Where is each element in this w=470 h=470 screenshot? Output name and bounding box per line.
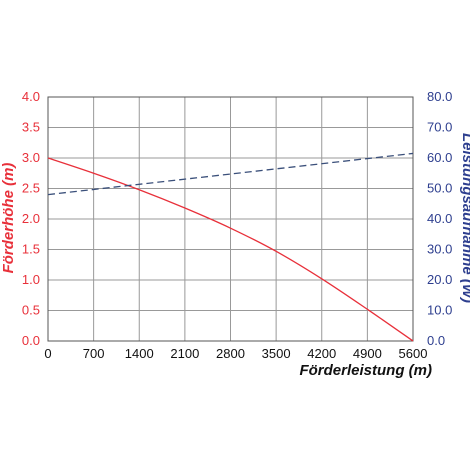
x-tick-label: 4900 bbox=[353, 346, 382, 361]
y-right-axis-title: Leistungsaufnahme (W) bbox=[459, 133, 470, 303]
y-right-tick-labels: 0.0 10.0 20.0 30.0 40.0 50.0 60.0 70.0 80.0 bbox=[427, 89, 452, 348]
x-tick-label: 0 bbox=[44, 346, 51, 361]
y-left-tick-label: 1.0 bbox=[22, 272, 40, 287]
y-right-tick-label: 60.0 bbox=[427, 150, 452, 165]
y-right-tick-label: 0.0 bbox=[427, 333, 445, 348]
y-right-tick-label: 50.0 bbox=[427, 181, 452, 196]
series-line-power bbox=[47, 152, 414, 196]
series-layer bbox=[47, 152, 414, 342]
y-left-tick-label: 1.5 bbox=[22, 242, 40, 257]
y-right-tick-label: 70.0 bbox=[427, 120, 452, 135]
x-tick-label: 2800 bbox=[216, 346, 245, 361]
y-left-tick-label: 3.0 bbox=[22, 150, 40, 165]
y-right-tick-label: 30.0 bbox=[427, 242, 452, 257]
y-left-tick-labels: 0.0 0.5 1.0 1.5 2.0 2.5 3.0 3.5 4.0 bbox=[22, 89, 40, 348]
grid bbox=[47, 96, 414, 342]
y-left-tick-label: 3.5 bbox=[22, 120, 40, 135]
x-tick-label: 4200 bbox=[307, 346, 336, 361]
y-left-axis-title: Förderhöhe (m) bbox=[0, 163, 17, 274]
y-left-tick-label: 0.0 bbox=[22, 333, 40, 348]
y-left-tick-label: 2.5 bbox=[22, 181, 40, 196]
x-tick-label: 1400 bbox=[125, 346, 154, 361]
x-tick-label: 2100 bbox=[170, 346, 199, 361]
y-left-tick-label: 0.5 bbox=[22, 303, 40, 318]
y-left-tick-label: 2.0 bbox=[22, 211, 40, 226]
y-right-tick-label: 40.0 bbox=[427, 211, 452, 226]
x-tick-label: 700 bbox=[83, 346, 105, 361]
y-right-tick-label: 80.0 bbox=[427, 89, 452, 104]
y-left-tick-label: 4.0 bbox=[22, 89, 40, 104]
plot-frame bbox=[47, 96, 414, 342]
y-right-tick-label: 20.0 bbox=[427, 272, 452, 287]
y-right-tick-label: 10.0 bbox=[427, 303, 452, 318]
x-tick-label: 5600 bbox=[399, 346, 428, 361]
x-tick-label: 3500 bbox=[262, 346, 291, 361]
x-tick-labels: 0 700 1400 2100 2800 3500 4200 4900 5600 bbox=[44, 346, 427, 361]
series-line-head bbox=[47, 157, 414, 342]
x-axis-title: Förderleistung (m) bbox=[299, 362, 432, 379]
